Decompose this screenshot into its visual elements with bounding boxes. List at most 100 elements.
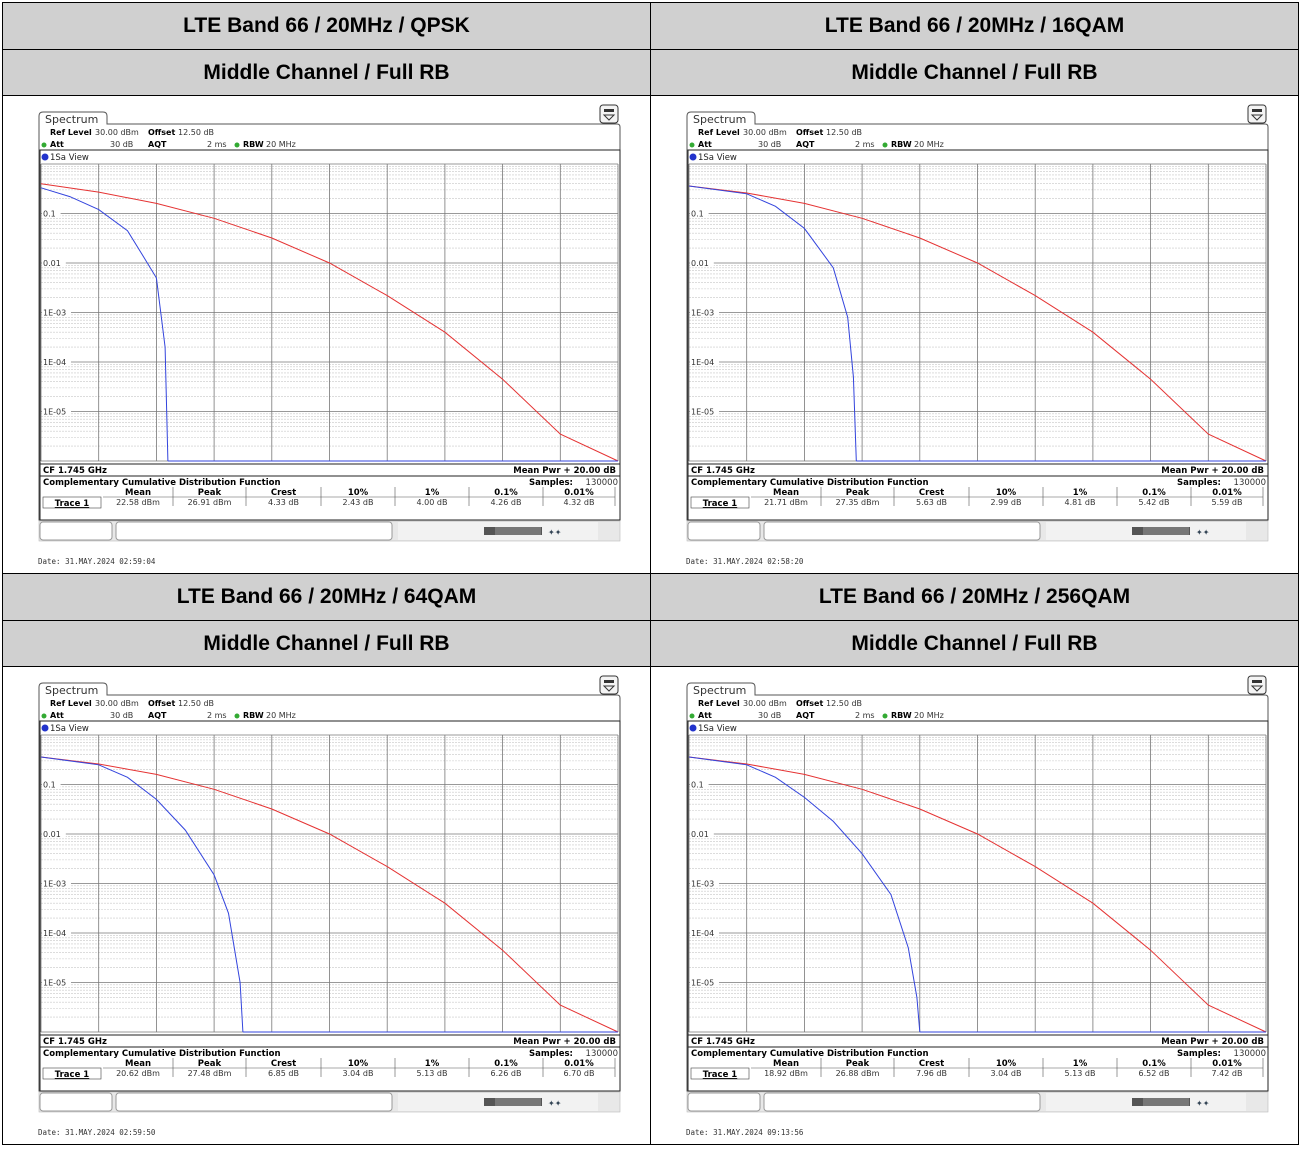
y-tick-label: 1E-05 bbox=[43, 979, 66, 988]
att-label: Att bbox=[698, 711, 712, 720]
samples-value: 130000 bbox=[1234, 478, 1266, 488]
capture-date: Date: 31.MAY.2024 02:59:04 bbox=[38, 557, 156, 566]
y-tick-label: 1E-03 bbox=[43, 309, 66, 318]
status-field bbox=[115, 521, 393, 541]
att-label: Att bbox=[50, 711, 64, 720]
y-tick-bg bbox=[690, 405, 719, 416]
column-header: 10% bbox=[996, 488, 1017, 498]
plot-frame bbox=[687, 149, 1269, 521]
aqt-label: AQT bbox=[796, 140, 815, 149]
y-tick-label: 0.1 bbox=[43, 210, 56, 219]
stat-value: 5.63 dB bbox=[916, 498, 947, 507]
stat-value: 6.26 dB bbox=[491, 1069, 522, 1078]
measured-trace bbox=[40, 756, 244, 1033]
aqt-value: 2 ms bbox=[207, 140, 227, 149]
offset-label: Offset bbox=[796, 128, 823, 137]
column-header: 0.1% bbox=[494, 488, 518, 498]
y-tick-label: 1E-04 bbox=[43, 358, 66, 367]
column-header: 10% bbox=[348, 1059, 369, 1069]
display-config-icon-bar bbox=[604, 109, 614, 112]
y-tick-bg bbox=[690, 306, 719, 317]
stat-value: 4.26 dB bbox=[491, 498, 522, 507]
column-header: 0.01% bbox=[1212, 488, 1242, 498]
status-field bbox=[115, 1092, 393, 1112]
panel-subheader: Middle Channel / Full RB bbox=[650, 49, 1299, 96]
panel-header: LTE Band 66 / 20MHz / 16QAM bbox=[650, 2, 1299, 50]
y-tick-bg bbox=[42, 778, 61, 789]
ccdf-title: Complementary Cumulative Distribution Fu… bbox=[43, 1049, 281, 1059]
cf-label: CF 1.745 GHz bbox=[691, 1037, 755, 1047]
rbw-indicator-icon bbox=[882, 142, 888, 148]
y-tick-label: 1E-03 bbox=[691, 309, 714, 318]
measured-trace bbox=[40, 187, 169, 462]
column-header: Peak bbox=[198, 1059, 222, 1069]
column-header: 1% bbox=[1073, 488, 1088, 498]
y-tick-bg bbox=[690, 356, 719, 366]
trace-box bbox=[690, 1067, 750, 1080]
stat-value: 26.88 dBm bbox=[836, 1069, 880, 1078]
trace-box bbox=[42, 496, 102, 509]
rbw-label: RBW bbox=[243, 140, 264, 149]
stat-value: 4.00 dB bbox=[417, 498, 448, 507]
spectrum-tab: Spectrum bbox=[693, 113, 746, 126]
offset-value: 12.50 dB bbox=[178, 699, 214, 708]
column-header: Mean bbox=[125, 488, 151, 498]
view-label: 1Sa View bbox=[50, 724, 89, 734]
rbw-label: RBW bbox=[891, 140, 912, 149]
status-field bbox=[763, 521, 1041, 541]
stat-value: 3.04 dB bbox=[343, 1069, 374, 1078]
stat-value: 4.32 dB bbox=[564, 498, 595, 507]
ccdf-panel: Spectrum Ref Level 30.00 dBm Offset 12.50 dB… bbox=[651, 96, 1299, 573]
status-field bbox=[687, 521, 761, 541]
mean-pwr-label: Mean Pwr + 20.00 dB bbox=[1161, 466, 1264, 476]
y-tick-bg bbox=[42, 257, 66, 267]
aqt-label: AQT bbox=[148, 711, 167, 720]
y-tick-bg bbox=[690, 257, 714, 267]
y-tick-label: 0.1 bbox=[691, 781, 704, 790]
instrument-screen: Spectrum Ref Level 30.00 dBm Offset 12.50 dB… bbox=[38, 104, 621, 566]
column-header: Peak bbox=[846, 1059, 870, 1069]
plot-frame bbox=[687, 720, 1269, 1092]
display-config-icon-bar bbox=[1252, 680, 1262, 683]
stat-value: 5.13 dB bbox=[417, 1069, 448, 1078]
samples-label: Samples: bbox=[529, 1049, 573, 1059]
reference-trace bbox=[688, 756, 1267, 1033]
samples-value: 130000 bbox=[586, 478, 618, 488]
mean-pwr-label: Mean Pwr + 20.00 dB bbox=[513, 466, 616, 476]
att-value: 30 dB bbox=[758, 711, 781, 720]
samples-label: Samples: bbox=[529, 478, 573, 488]
rbw-label: RBW bbox=[243, 711, 264, 720]
panel-header: LTE Band 66 / 20MHz / 256QAM bbox=[650, 573, 1299, 621]
view-label: 1Sa View bbox=[698, 153, 737, 163]
samples-value: 130000 bbox=[1234, 1049, 1266, 1059]
offset-value: 12.50 dB bbox=[826, 128, 862, 137]
y-tick-label: 0.01 bbox=[691, 830, 709, 839]
ccdf-title: Complementary Cumulative Distribution Fu… bbox=[43, 478, 281, 488]
column-header: 0.1% bbox=[1142, 488, 1166, 498]
stat-value: 2.99 dB bbox=[991, 498, 1022, 507]
ref-level-label: Ref Level bbox=[50, 699, 92, 708]
progress-indicator-icon bbox=[495, 1098, 541, 1106]
spectrum-tab: Spectrum bbox=[45, 113, 98, 126]
status-field bbox=[39, 1092, 113, 1112]
samples-label: Samples: bbox=[1177, 1049, 1221, 1059]
stat-value: 4.81 dB bbox=[1065, 498, 1096, 507]
att-label: Att bbox=[50, 140, 64, 149]
ref-level-label: Ref Level bbox=[50, 128, 92, 137]
stat-value: 6.85 dB bbox=[268, 1069, 299, 1078]
y-tick-label: 1E-03 bbox=[691, 880, 714, 889]
trace-label: Trace 1 bbox=[703, 1070, 738, 1080]
stat-value: 2.43 dB bbox=[343, 498, 374, 507]
plot-grid bbox=[688, 163, 1267, 462]
rbw-indicator-icon bbox=[234, 142, 240, 148]
display-config-icon bbox=[599, 104, 619, 124]
view-marker-icon bbox=[41, 153, 49, 161]
y-tick-bg bbox=[42, 306, 71, 317]
att-value: 30 dB bbox=[110, 140, 133, 149]
y-tick-label: 0.01 bbox=[43, 259, 61, 268]
plot-grid bbox=[40, 734, 619, 1033]
ccdf-panel: Spectrum Ref Level 30.00 dBm Offset 12.50 dB… bbox=[3, 96, 651, 573]
y-tick-bg bbox=[42, 356, 71, 366]
column-header: 0.1% bbox=[494, 1059, 518, 1069]
ref-level-label: Ref Level bbox=[698, 699, 740, 708]
